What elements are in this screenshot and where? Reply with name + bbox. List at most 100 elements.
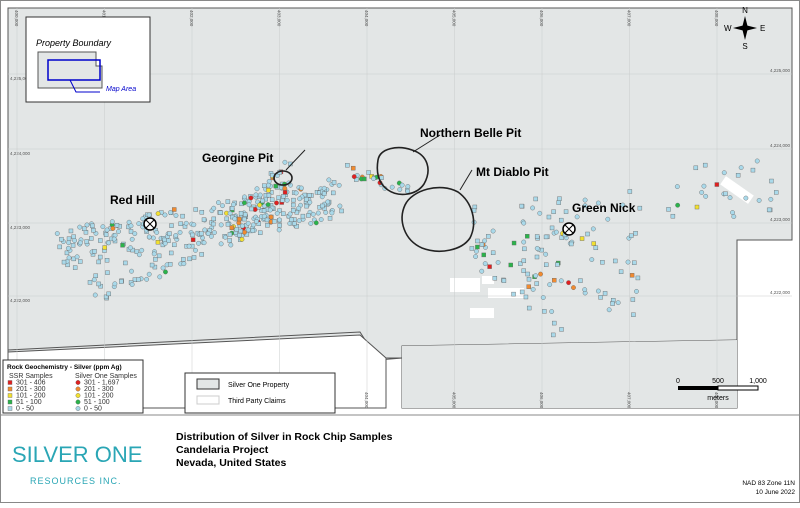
sample — [397, 187, 403, 192]
sample — [238, 210, 244, 216]
sample — [530, 205, 535, 211]
sample — [521, 220, 527, 226]
sample — [582, 287, 588, 293]
sample — [146, 234, 152, 240]
sample — [246, 202, 252, 208]
sample — [258, 230, 263, 235]
sample — [103, 232, 109, 237]
sample — [242, 216, 247, 222]
figure-location: Nevada, United States — [176, 457, 286, 469]
easting-label: 406,000 — [539, 10, 544, 27]
sample — [475, 238, 480, 244]
easting-label: 404,000 — [364, 10, 369, 27]
sample — [146, 271, 152, 277]
figure-project: Candelaria Project — [176, 444, 269, 456]
sample — [119, 279, 124, 284]
sample — [629, 273, 635, 278]
sample — [399, 182, 405, 188]
legend-item: 0 - 50 — [84, 406, 102, 413]
sample — [96, 281, 101, 287]
sample — [336, 182, 342, 188]
sample — [90, 223, 95, 229]
sample — [160, 265, 166, 271]
sample — [267, 207, 273, 213]
legend-symbol — [7, 380, 13, 385]
sample — [578, 278, 583, 283]
sample — [224, 216, 229, 222]
sample — [248, 195, 254, 201]
sample — [250, 228, 256, 234]
legend-symbol — [75, 380, 81, 385]
sample — [537, 210, 543, 216]
sample — [627, 189, 633, 194]
sample — [552, 320, 557, 326]
sample — [199, 210, 205, 215]
sample — [518, 261, 523, 266]
sample — [282, 190, 288, 195]
easting-label: 404,000 — [364, 392, 369, 409]
sample — [241, 200, 247, 206]
sample — [768, 196, 774, 202]
place-label: Mt Diablo Pit — [476, 165, 549, 179]
sample — [134, 249, 140, 254]
sample — [100, 224, 106, 230]
sample — [183, 220, 189, 226]
sample — [549, 309, 555, 314]
sample — [92, 249, 97, 254]
sample — [566, 280, 571, 286]
sample — [558, 278, 564, 284]
sample — [250, 222, 256, 228]
sample — [151, 251, 157, 257]
sample — [191, 222, 197, 228]
sample — [490, 250, 496, 256]
sample — [598, 295, 603, 300]
sample — [59, 236, 64, 242]
easting-label: 408,000 — [714, 392, 719, 409]
sample — [66, 255, 72, 261]
sample — [591, 241, 596, 246]
scale-tick: 0 — [676, 378, 680, 385]
sample — [282, 159, 288, 165]
sample — [321, 185, 327, 191]
easting-label: 406,000 — [539, 392, 544, 409]
legend-symbol — [7, 406, 13, 411]
sample — [315, 210, 321, 216]
sample — [237, 216, 242, 222]
easting-label: 407,000 — [627, 10, 632, 27]
sample — [68, 228, 74, 234]
sample — [582, 197, 588, 203]
sample — [282, 186, 288, 191]
sample — [229, 225, 235, 231]
sample — [116, 229, 121, 234]
sample — [310, 211, 316, 217]
sample — [265, 202, 271, 208]
sample — [66, 236, 72, 241]
sample — [84, 239, 89, 244]
sample — [714, 182, 720, 187]
sample — [65, 245, 71, 251]
sample — [721, 170, 727, 176]
sample — [534, 234, 540, 239]
sample — [205, 231, 211, 236]
sample — [172, 207, 177, 212]
sample — [556, 200, 561, 205]
sample — [523, 294, 529, 300]
place-label: Georgine Pit — [202, 151, 273, 165]
sample — [168, 250, 174, 256]
sample — [331, 180, 337, 185]
easting-label: 403,000 — [277, 10, 282, 27]
sample — [589, 257, 595, 262]
sample — [296, 205, 302, 211]
sample — [201, 240, 207, 246]
sample — [172, 242, 177, 248]
sample — [105, 270, 110, 275]
legend-item: 101 - 200 — [84, 393, 114, 400]
sample — [66, 240, 72, 246]
sample — [154, 230, 160, 235]
legend-symbol — [75, 393, 81, 398]
sample — [211, 205, 217, 211]
northing-label: 4,222,000 — [770, 290, 791, 295]
sample — [486, 234, 491, 239]
sample — [129, 282, 135, 287]
sample — [574, 214, 580, 220]
